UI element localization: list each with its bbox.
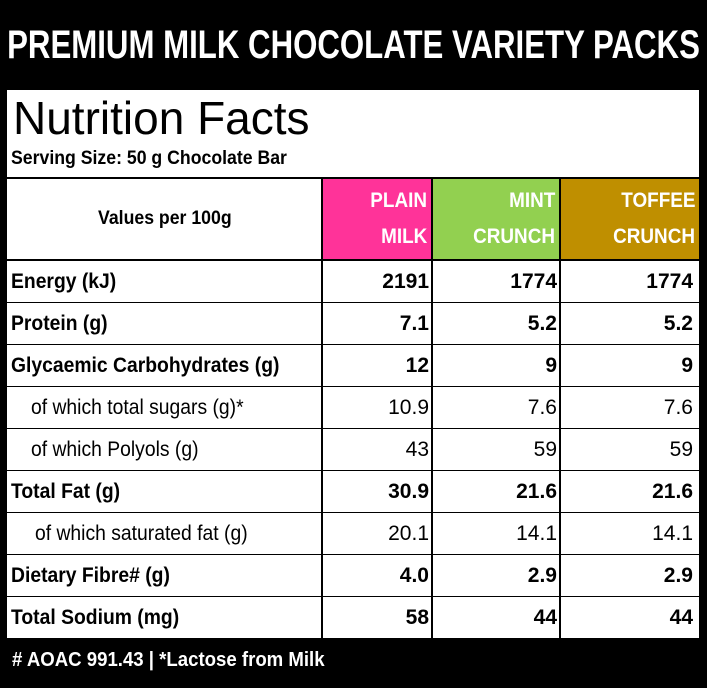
row-value: 2.9: [527, 564, 557, 587]
row-label: of which Polyols (g): [31, 438, 199, 461]
row-value: 9: [681, 354, 693, 377]
column-divider: [321, 177, 323, 638]
row-divider: [7, 512, 699, 513]
serving-size: Serving Size: 50 g Chocolate Bar: [11, 148, 287, 169]
row-value: 14.1: [652, 522, 693, 545]
values-per-label: Values per 100g: [98, 208, 232, 229]
header-top-rule: [7, 177, 699, 179]
row-label: Dietary Fibre# (g): [11, 564, 170, 587]
row-divider: [7, 344, 699, 345]
row-value: 58: [405, 606, 429, 629]
row-value: 21.6: [652, 480, 693, 503]
column-mint-crunch: MINT CRUNCH: [433, 179, 559, 259]
row-label: Glycaemic Carbohydrates (g): [11, 354, 280, 377]
row-divider: [7, 302, 699, 303]
row-value: 59: [533, 438, 557, 461]
row-value: 5.2: [663, 312, 693, 335]
row-label: Protein (g): [11, 312, 108, 335]
row-value: 30.9: [388, 480, 429, 503]
row-value: 10.9: [388, 396, 429, 419]
row-label: of which saturated fat (g): [35, 522, 248, 545]
row-value: 44: [669, 606, 693, 629]
row-value: 44: [533, 606, 557, 629]
row-value: 9: [545, 354, 557, 377]
row-label: Total Fat (g): [11, 480, 121, 503]
row-value: 14.1: [516, 522, 557, 545]
row-value: 2191: [382, 270, 429, 293]
row-divider: [7, 470, 699, 471]
header-bottom-rule: [7, 259, 699, 261]
column-divider: [559, 177, 561, 638]
row-value: 1774: [646, 270, 693, 293]
row-label: Energy (kJ): [11, 270, 117, 293]
column-divider: [431, 177, 433, 638]
row-label: of which total sugars (g)*: [31, 396, 244, 419]
row-value: 2.9: [663, 564, 693, 587]
row-value: 43: [405, 438, 429, 461]
column-toffee-crunch: TOFFEE CRUNCH: [561, 179, 699, 259]
nutrition-facts-title: Nutrition Facts: [13, 92, 310, 144]
column-plain-milk: PLAIN MILK: [323, 179, 431, 259]
row-value: 59: [669, 438, 693, 461]
row-divider: [7, 428, 699, 429]
row-value: 7.6: [527, 396, 557, 419]
product-banner: PREMIUM MILK CHOCOLATE VARIETY PACKS: [7, 22, 700, 67]
row-value: 12: [405, 354, 429, 377]
row-value: 21.6: [516, 480, 557, 503]
row-label: Total Sodium (mg): [11, 606, 180, 629]
row-value: 7.1: [399, 312, 429, 335]
row-divider: [7, 554, 699, 555]
row-value: 20.1: [388, 522, 429, 545]
row-value: 1774: [510, 270, 557, 293]
row-divider: [7, 596, 699, 597]
row-value: 7.6: [663, 396, 693, 419]
row-divider: [7, 386, 699, 387]
footnote: # AOAC 991.43 | *Lactose from Milk: [12, 649, 325, 671]
row-value: 5.2: [527, 312, 557, 335]
row-value: 4.0: [399, 564, 429, 587]
